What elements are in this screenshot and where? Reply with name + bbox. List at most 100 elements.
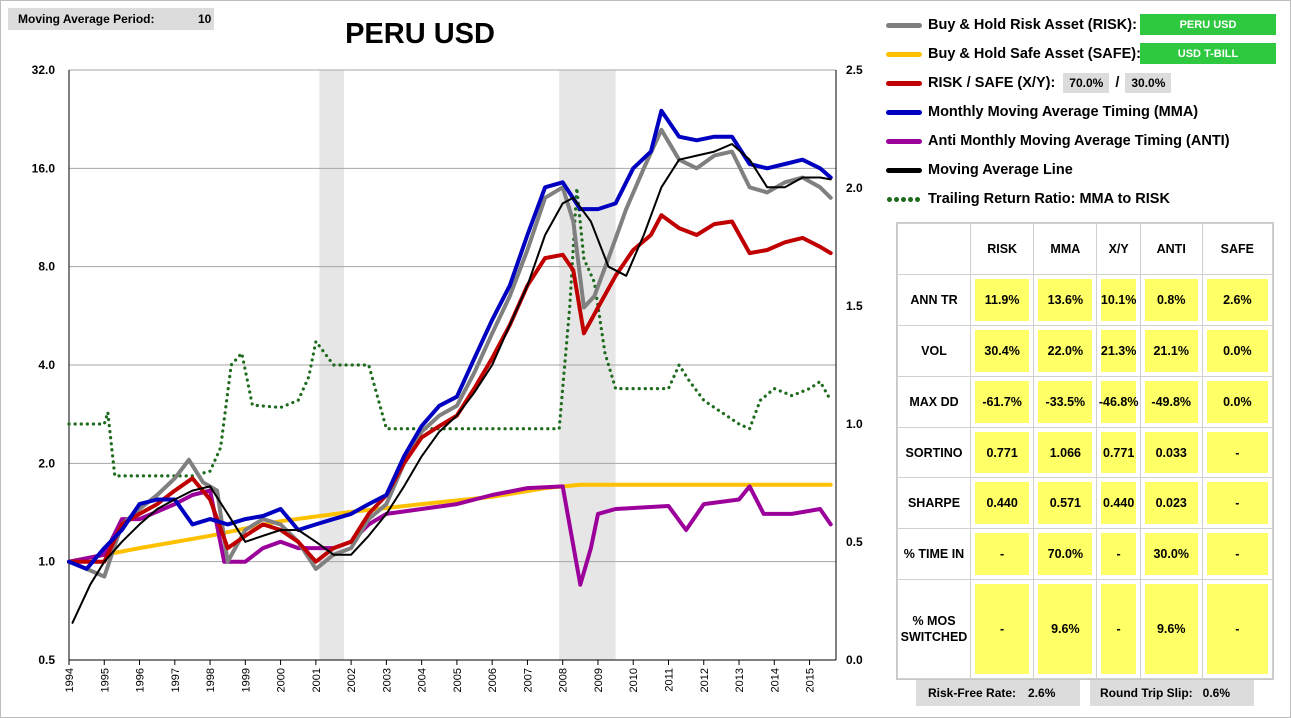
- risk-free-rate-value: 2.6%: [1028, 686, 1056, 700]
- stats-value: 0.440: [975, 482, 1030, 525]
- col-mma: MMA: [1033, 223, 1098, 275]
- round-trip-slip-label: Round Trip Slip:: [1100, 686, 1193, 700]
- stats-cell: -: [969, 579, 1035, 679]
- safe-asset-tag: USD T-BILL: [1140, 43, 1276, 64]
- stats-row-label: ANN TR: [897, 274, 971, 326]
- legend-mma-label: Monthly Moving Average Timing (MMA): [928, 104, 1199, 120]
- stats-cell: 0.023: [1139, 477, 1203, 530]
- series-line-x-y: [67, 213, 833, 564]
- stats-cell: -: [1201, 579, 1274, 679]
- stats-value: 0.8%: [1144, 279, 1198, 321]
- legend-safe: Buy & Hold Safe Asset (SAFE):: [886, 43, 1141, 65]
- stats-value: -: [1101, 533, 1136, 576]
- stats-cell: 22.0%: [1033, 324, 1098, 377]
- x-tick-label: 1995: [99, 668, 111, 692]
- x-tick-label: 2002: [346, 668, 358, 692]
- x-tick-label: 2009: [593, 668, 605, 692]
- stats-cell: 0.440: [1096, 477, 1141, 530]
- safe-swatch-icon: [886, 51, 922, 57]
- stats-value: 11.9%: [975, 279, 1030, 321]
- stats-value: 2.6%: [1206, 279, 1268, 321]
- legend-risk-label: Buy & Hold Risk Asset (RISK):: [928, 17, 1137, 33]
- stats-cell: 9.6%: [1139, 579, 1203, 679]
- x-tick-label: 1997: [170, 668, 182, 692]
- y2-tick-label: 1.0: [846, 417, 863, 431]
- x-tick-label: 2007: [522, 668, 534, 692]
- stats-cell: -: [1096, 528, 1141, 581]
- stats-value: -: [975, 533, 1030, 576]
- x-tick-label: 2010: [628, 668, 640, 692]
- safe-weight: 30.0%: [1125, 73, 1172, 93]
- weight-separator: /: [1115, 75, 1120, 91]
- stats-value: 9.6%: [1144, 584, 1198, 674]
- x-tick-label: 2003: [381, 668, 393, 692]
- series-line-safe: [67, 482, 833, 564]
- stats-value: 0.571: [1038, 482, 1093, 525]
- stats-value: -33.5%: [1038, 380, 1093, 423]
- stats-value: 0.440: [1101, 482, 1136, 525]
- stats-cell: -: [1201, 426, 1274, 479]
- legend-moving-average: Moving Average Line: [886, 159, 1073, 181]
- x-tick-label: 2000: [276, 668, 288, 692]
- stats-value: 30.0%: [1144, 533, 1198, 576]
- stats-cell: 30.4%: [969, 324, 1035, 377]
- stats-value: 21.3%: [1101, 329, 1136, 372]
- moving-average-period-box: Moving Average Period: 10: [8, 8, 214, 30]
- stats-cell: -46.8%: [1096, 375, 1141, 428]
- stats-value: -: [1101, 584, 1136, 674]
- y-tick-label: 16.0: [32, 161, 56, 175]
- stats-value: -49.8%: [1144, 380, 1198, 423]
- mma-swatch-icon: [886, 109, 922, 115]
- stats-row: SHARPE 0.440 0.571 0.440 0.023-: [897, 477, 1274, 530]
- x-tick-label: 1999: [240, 668, 252, 692]
- y2-tick-label: 0.5: [846, 535, 863, 549]
- stats-cell: -49.8%: [1139, 375, 1203, 428]
- stats-value: -61.7%: [975, 380, 1030, 423]
- legend-anti: Anti Monthly Moving Average Timing (ANTI…: [886, 130, 1230, 152]
- stats-value: -46.8%: [1099, 380, 1138, 423]
- y-tick-label: 8.0: [38, 260, 55, 274]
- x-tick-label: 2015: [805, 668, 817, 692]
- moving-average-swatch-icon: [886, 167, 922, 173]
- stats-value: 21.1%: [1144, 329, 1198, 372]
- risk-swatch-icon: [886, 22, 922, 28]
- legend-trailing-ratio: Trailing Return Ratio: MMA to RISK: [886, 188, 1170, 210]
- stats-value: 0.0%: [1206, 380, 1268, 423]
- x-tick-label: 2008: [558, 668, 570, 692]
- x-tick-label: 2004: [417, 668, 429, 692]
- stats-cell: 30.0%: [1139, 528, 1203, 581]
- stats-value: 22.0%: [1038, 329, 1093, 372]
- x-tick-label: 2012: [699, 668, 711, 692]
- stats-cell: 0.771: [969, 426, 1035, 479]
- moving-average-period-value: 10: [198, 12, 212, 26]
- y-tick-label: 0.5: [38, 653, 55, 667]
- y2-tick-label: 1.5: [846, 299, 863, 313]
- stats-value: 13.6%: [1038, 279, 1093, 321]
- y-tick-label: 1.0: [38, 555, 55, 569]
- stats-row-label: % TIME IN: [897, 528, 971, 581]
- y-tick-label: 4.0: [38, 358, 55, 372]
- stats-cell: 10.1%: [1096, 274, 1141, 326]
- stats-cell: -61.7%: [969, 375, 1035, 428]
- stats-cell: 0.0%: [1201, 375, 1274, 428]
- legend-anti-label: Anti Monthly Moving Average Timing (ANTI…: [928, 133, 1230, 149]
- stats-value: 10.1%: [1101, 279, 1136, 321]
- y2-tick-label: 2.5: [846, 63, 863, 77]
- legend-trailing-ratio-label: Trailing Return Ratio: MMA to RISK: [928, 191, 1170, 207]
- y2-tick-label: 2.0: [846, 181, 863, 195]
- stats-row-label: MAX DD: [897, 375, 971, 428]
- stats-value: -: [1206, 431, 1268, 474]
- stats-row: % MOS SWITCHED -9.6% -9.6% -: [897, 579, 1274, 679]
- stats-cell: 0.0%: [1201, 324, 1274, 377]
- stats-value: 0.033: [1144, 431, 1198, 474]
- stats-cell: 1.066: [1033, 426, 1098, 479]
- stats-value: 0.0%: [1206, 329, 1268, 372]
- stats-cell: 0.571: [1033, 477, 1098, 530]
- stats-cell: 13.6%: [1033, 274, 1098, 326]
- stats-header-row: RISK MMA X/Y ANTI SAFE: [897, 223, 1274, 275]
- stats-value: -: [1206, 533, 1268, 576]
- chart-title: PERU USD: [345, 18, 495, 50]
- x-tick-label: 2011: [663, 668, 675, 692]
- risk-free-rate-box: Risk-Free Rate: 2.6%: [916, 680, 1080, 706]
- legend-xy-label: RISK / SAFE (X/Y):: [928, 75, 1056, 91]
